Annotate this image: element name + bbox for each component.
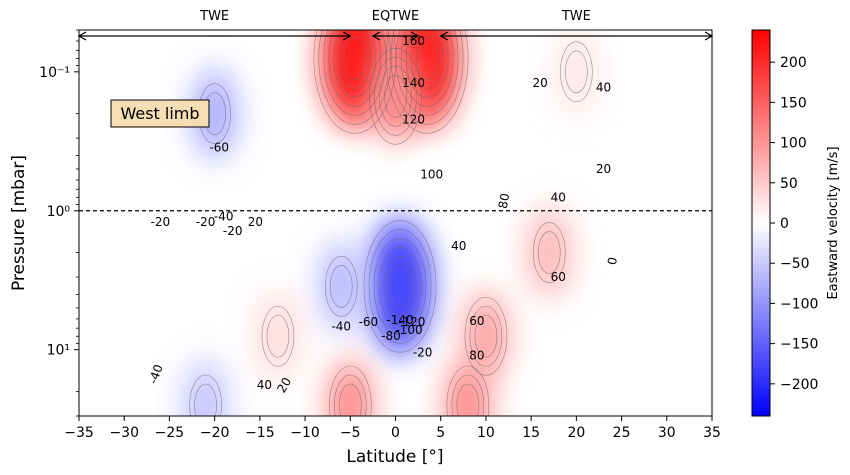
contour-label: 60 xyxy=(469,314,484,328)
y-tick-label: 10¹ xyxy=(47,343,70,359)
field-core xyxy=(338,381,362,429)
y-tick-label: 10⁰ xyxy=(47,204,71,220)
field-core xyxy=(329,262,353,310)
colorbar-tick-label: 150 xyxy=(780,95,807,111)
colorbar-tick-label: 200 xyxy=(780,55,807,71)
plot-area: TWE EQTWE TWE 160 140 120 100 80 40 20 40 20 40 60 0 6… xyxy=(79,0,712,453)
colorbar: 200 150 100 50 0 −50 −100 −150 −200 Eastward vel… xyxy=(752,30,841,416)
contour-label: -40 xyxy=(214,210,234,224)
contour-label: 20 xyxy=(533,76,548,90)
field-core xyxy=(564,48,588,96)
colorbar-gradient xyxy=(752,30,770,416)
contour-label: 80 xyxy=(496,192,512,209)
colorbar-tick-label: −150 xyxy=(780,337,818,353)
colorbar-tick-label: 100 xyxy=(780,136,807,152)
x-tick-label: 0 xyxy=(391,425,400,441)
colorbar-ticks: 200 150 100 50 0 −50 −100 −150 −200 xyxy=(770,55,818,393)
colorbar-tick-label: −50 xyxy=(780,256,810,272)
heatmap-chart: TWE EQTWE TWE 160140120100804020 4020406006… xyxy=(0,0,850,475)
field-core xyxy=(194,381,218,429)
region-label: EQTWE xyxy=(372,9,419,24)
x-tick-label: −5 xyxy=(340,425,361,441)
x-tick-label: −10 xyxy=(290,425,320,441)
colorbar-tick-label: −100 xyxy=(780,296,818,312)
region-label: TWE xyxy=(561,9,591,24)
contour-label: 40 xyxy=(551,190,566,204)
x-tick-label: 35 xyxy=(703,425,721,441)
x-axis-label: Latitude [°] xyxy=(346,447,443,467)
contour-label: 120 xyxy=(402,112,425,126)
colorbar-tick-label: 0 xyxy=(780,216,789,232)
x-tick-label: −35 xyxy=(64,425,94,441)
y-tick-label: 10⁻¹ xyxy=(39,65,70,81)
contour-label: -20 xyxy=(413,346,433,360)
contour-label: 40 xyxy=(596,81,611,95)
contour-label: -80 xyxy=(381,329,401,343)
colorbar-tick-label: −200 xyxy=(780,377,818,393)
x-tick-label: 15 xyxy=(522,425,540,441)
y-axis-ticks: 10⁻¹ 10⁰ 10¹ xyxy=(39,30,79,416)
x-tick-label: 30 xyxy=(658,425,676,441)
y-axis-label: Pressure [mbar] xyxy=(9,155,29,291)
x-tick-label: 5 xyxy=(436,425,445,441)
field-core xyxy=(266,312,290,360)
field-core xyxy=(456,381,480,429)
x-tick-label: 20 xyxy=(567,425,585,441)
annotation-box: West limb xyxy=(111,100,209,127)
x-axis-ticks: −35 −30 −25 −20 −15 −10 −5 0 5 10 15 20 25 30 35 xyxy=(64,416,721,441)
colorbar-label: Eastward velocity [m/s] xyxy=(826,146,841,299)
contour-label: 140 xyxy=(402,76,425,90)
contour-label: 40 xyxy=(257,378,272,392)
contour-label: 40 xyxy=(451,239,466,253)
contour-label: 100 xyxy=(420,168,443,182)
contour-label: 160 xyxy=(402,34,425,48)
region-label: TWE xyxy=(199,9,229,24)
contour-label: -60 xyxy=(209,140,229,154)
colorbar-tick-label: 50 xyxy=(780,176,798,192)
contour-label: -20 xyxy=(151,215,171,229)
contour-label: 20 xyxy=(596,162,611,176)
x-tick-label: −15 xyxy=(245,425,275,441)
contour-label: -60 xyxy=(359,315,379,329)
x-tick-label: −20 xyxy=(200,425,230,441)
x-tick-label: 10 xyxy=(477,425,495,441)
x-tick-label: −25 xyxy=(155,425,185,441)
annotation-text: West limb xyxy=(120,104,199,123)
contour-label: -20 xyxy=(223,224,243,238)
contour-label: 60 xyxy=(551,270,566,284)
contour-label: -40 xyxy=(331,319,351,333)
contour-label: -20 xyxy=(196,215,216,229)
contour-label: 80 xyxy=(469,348,484,362)
x-tick-label: −30 xyxy=(109,425,139,441)
contour-label: 20 xyxy=(248,215,263,229)
x-tick-label: 25 xyxy=(613,425,631,441)
